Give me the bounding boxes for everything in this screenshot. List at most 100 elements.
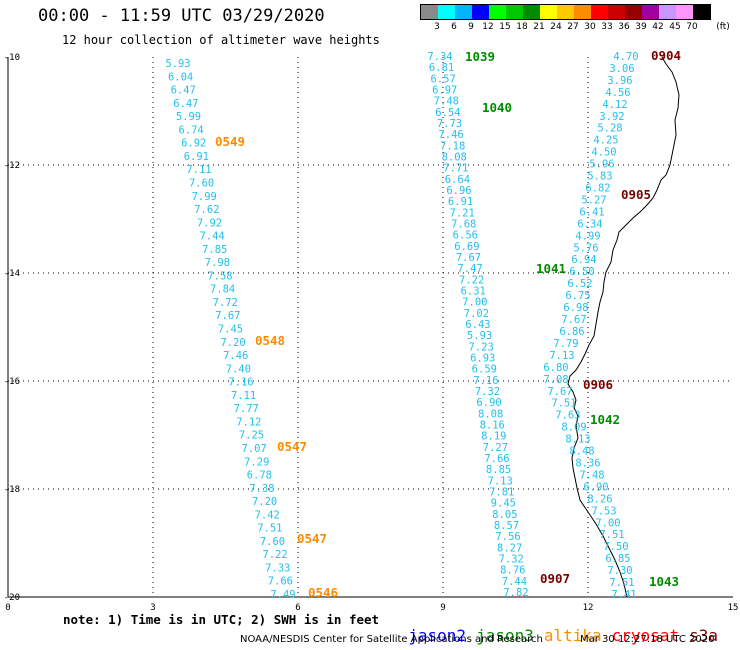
wave-height-value: 7.67 xyxy=(215,310,240,322)
wave-height-value: 7.16 xyxy=(473,375,498,387)
x-tick-label: 12 xyxy=(583,603,594,613)
wave-height-value: 7.18 xyxy=(440,140,465,152)
wave-height-value: 6.69 xyxy=(454,241,479,253)
wave-height-value: 7.63 xyxy=(555,410,580,422)
wave-height-value: 5.96 xyxy=(589,159,614,171)
wave-height-value: 6.81 xyxy=(429,62,454,74)
wave-height-value: 7.99 xyxy=(192,191,217,203)
wave-height-value: 7.44 xyxy=(199,231,224,243)
satellite-jason3: jason3 xyxy=(476,626,534,645)
legend-label: 39 xyxy=(635,22,647,32)
legend-swatch xyxy=(421,5,438,19)
wave-height-value: 7.11 xyxy=(186,164,211,176)
coastline xyxy=(567,56,680,598)
wave-height-value: 8.13 xyxy=(565,434,590,446)
satellite-altika: altika xyxy=(543,626,602,645)
map-frame xyxy=(7,57,733,598)
wave-height-value: 6.97 xyxy=(432,85,457,97)
wave-height-value: 6.57 xyxy=(431,73,456,85)
wave-height-value: 6.90 xyxy=(583,481,608,493)
wave-height-value: 6.50 xyxy=(569,266,594,278)
wave-height-value: 7.45 xyxy=(218,324,243,336)
wave-height-value: 4.99 xyxy=(575,230,600,242)
wave-height-value: 6.86 xyxy=(559,326,584,338)
wave-height-value: 6.91 xyxy=(184,151,209,163)
x-tick-label: 9 xyxy=(440,603,445,613)
legend-label: 33 xyxy=(601,22,613,32)
legend-label: 45 xyxy=(669,22,681,32)
wave-height-value: 4.56 xyxy=(605,87,630,99)
legend-swatch xyxy=(489,5,506,19)
wave-height-value: 4.25 xyxy=(593,135,618,147)
wave-height-value: 4.12 xyxy=(602,99,627,111)
altimeter-tracks: 5.936.046.476.475.996.746.926.917.117.60… xyxy=(165,51,638,601)
satellite-cryosat: cryosat xyxy=(611,626,680,645)
wave-height-value: 4.50 xyxy=(591,147,616,159)
wave-height-value: 7.66 xyxy=(268,576,293,588)
wave-height-value: 7.60 xyxy=(189,177,214,189)
wave-height-value: 7.46 xyxy=(438,129,463,141)
pass-number-label: 0548 xyxy=(255,333,285,348)
wave-height-value: 7.51 xyxy=(609,577,634,589)
pass-number-label: 1043 xyxy=(649,574,679,589)
pass-number-label: 0549 xyxy=(215,134,245,149)
y-tick-label: -12 xyxy=(4,161,20,171)
wave-height-value: 6.82 xyxy=(585,183,610,195)
wave-height-value: 5.99 xyxy=(176,111,201,123)
wave-height-value: 7.82 xyxy=(503,587,528,599)
map-subtitle: 12 hour collection of altimeter wave hei… xyxy=(62,33,380,47)
wave-height-value: 8.48 xyxy=(569,446,594,458)
legend-swatch xyxy=(438,5,455,19)
wave-height-value: 7.22 xyxy=(459,274,484,286)
wave-height-legend: 3 6 9 12 15 18 21 24 27 30 33 36 39 42 45 70 (ft) xyxy=(420,4,730,34)
legend-swatch xyxy=(676,5,693,19)
legend-label: 30 xyxy=(584,22,596,32)
wave-height-value: 6.31 xyxy=(461,286,486,298)
wave-height-value: 8.36 xyxy=(575,457,600,469)
x-tick-label: 6 xyxy=(295,603,300,613)
pass-number-label: 0907 xyxy=(540,571,570,586)
wave-height-value: 5.28 xyxy=(597,123,622,135)
pass-number-label: 0547 xyxy=(297,531,327,546)
wave-height-value: 7.67 xyxy=(561,314,586,326)
wave-height-value: 7.48 xyxy=(434,96,459,108)
wave-height-value: 6.52 xyxy=(567,278,592,290)
wave-height-value: 7.22 xyxy=(262,549,287,561)
wave-height-value: 5.76 xyxy=(573,242,598,254)
wave-height-value: 7.25 xyxy=(239,430,264,442)
legend-label: 12 xyxy=(482,22,494,32)
satellite-legend: jason2 jason3 altika cryosat s3a xyxy=(389,607,728,645)
wave-height-value: 6.92 xyxy=(181,138,206,150)
legend-swatch xyxy=(574,5,591,19)
wave-height-value: 6.47 xyxy=(173,98,198,110)
wave-height-value: 7.79 xyxy=(553,338,578,350)
x-tick-label: 0 xyxy=(5,603,10,613)
x-tick-label: 15 xyxy=(728,603,739,613)
wave-height-value: 6.85 xyxy=(605,553,630,565)
legend-label: 70 xyxy=(686,22,698,32)
wave-height-value: 5.93 xyxy=(467,330,492,342)
wave-height-value: 7.42 xyxy=(255,509,280,521)
wave-height-value: 8.05 xyxy=(492,509,517,521)
wave-height-value: 6.94 xyxy=(571,254,596,266)
pass-number-label: 0905 xyxy=(621,187,651,202)
wave-height-value: 7.71 xyxy=(443,163,468,175)
wave-height-value: 7.46 xyxy=(223,350,248,362)
wave-height-value: 6.90 xyxy=(476,397,501,409)
wave-height-value: 7.77 xyxy=(234,403,259,415)
wave-height-value: 7.58 xyxy=(207,270,232,282)
wave-height-value: 6.78 xyxy=(247,470,272,482)
wave-height-value: 8.57 xyxy=(494,520,519,532)
legend-swatch xyxy=(608,5,625,19)
legend-label: 15 xyxy=(499,22,511,32)
wave-height-value: 8.08 xyxy=(478,408,503,420)
wave-height-value: 6.43 xyxy=(465,319,490,331)
wave-height-value: 7.67 xyxy=(547,386,572,398)
legend-swatch xyxy=(625,5,642,19)
wave-height-value: 7.27 xyxy=(483,442,508,454)
legend-label: 6 xyxy=(451,22,457,32)
wave-height-value: 7.12 xyxy=(236,416,261,428)
wave-height-value: 7.08 xyxy=(543,374,568,386)
wave-height-value: 7.62 xyxy=(194,204,219,216)
